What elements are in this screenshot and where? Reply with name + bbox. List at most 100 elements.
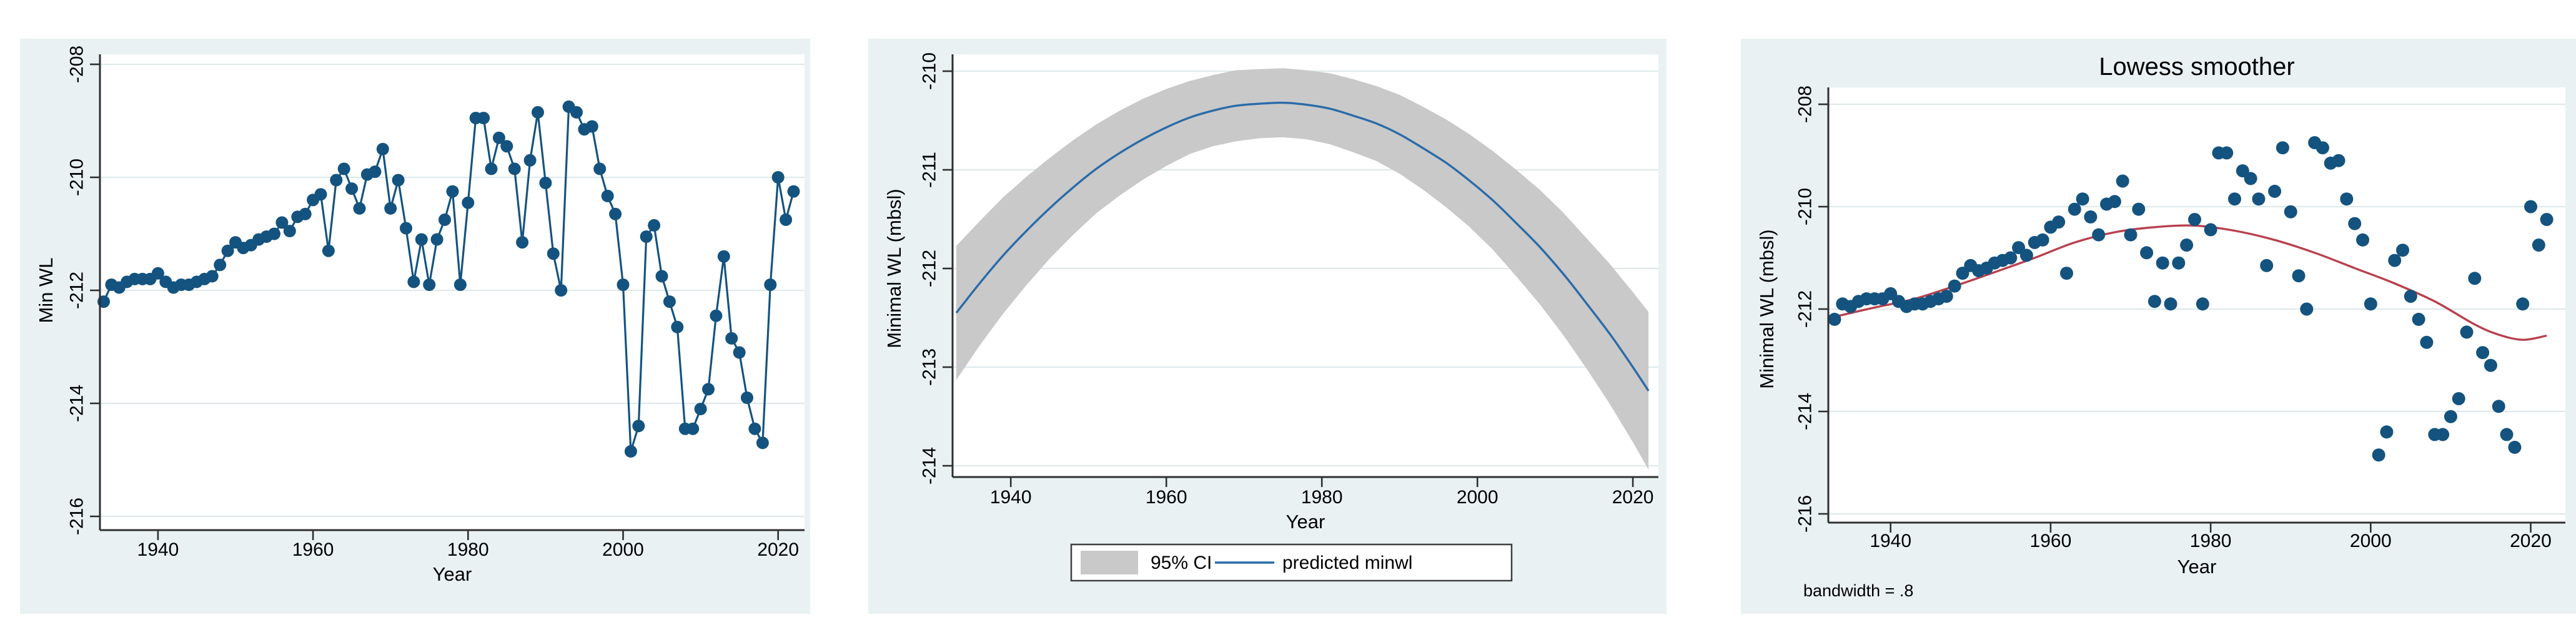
data-point xyxy=(2108,195,2121,209)
data-point xyxy=(2292,269,2306,283)
data-point xyxy=(330,174,343,187)
data-point xyxy=(2068,202,2081,216)
x-tick-label: 2020 xyxy=(757,539,799,560)
y-tick-label: -212 xyxy=(1795,290,1816,328)
data-point xyxy=(2412,312,2425,326)
data-point xyxy=(462,196,475,209)
legend: 95% CI predicted minwl xyxy=(1070,543,1513,582)
data-point xyxy=(771,171,785,184)
data-point xyxy=(2036,233,2049,247)
data-point xyxy=(453,278,467,291)
y-tick-label: -208 xyxy=(1795,86,1816,123)
data-point xyxy=(655,270,668,283)
data-point xyxy=(151,267,164,280)
predicted-minwl-fit-chart: -210 -211 -212 -213 -214 1940 1960 1980 2000 2020… xyxy=(883,52,1658,582)
legend-label-predicted: predicted minwl xyxy=(1282,553,1412,573)
ci-band xyxy=(956,68,1649,470)
x-tick-label: 1960 xyxy=(1146,487,1187,508)
data-point xyxy=(601,189,614,202)
y-tick-label: -212 xyxy=(919,250,940,287)
data-point xyxy=(593,162,607,175)
data-point xyxy=(632,420,645,433)
data-point xyxy=(2420,335,2434,349)
data-point xyxy=(369,165,382,178)
data-point xyxy=(2356,233,2369,247)
data-point xyxy=(2372,448,2385,462)
data-point xyxy=(1939,290,1953,303)
x-tick-label: 1940 xyxy=(990,487,1032,508)
data-point xyxy=(2260,258,2274,272)
data-point xyxy=(702,383,715,396)
data-point xyxy=(2132,202,2146,216)
x-tick-label: 1980 xyxy=(447,539,489,560)
y-axis-title: Minimal WL (mbsl) xyxy=(1756,229,1778,388)
data-point xyxy=(2147,295,2161,308)
data-point xyxy=(283,225,296,237)
legend-swatch-ci xyxy=(1081,551,1138,574)
gridlines xyxy=(100,63,805,518)
data-point xyxy=(2004,251,2018,265)
data-point xyxy=(423,278,436,291)
data-point xyxy=(733,346,746,359)
data-point xyxy=(400,222,412,235)
data-point xyxy=(500,140,513,153)
y-tick-label: -214 xyxy=(919,447,940,485)
data-point xyxy=(780,213,793,226)
data-point xyxy=(2276,141,2289,155)
data-point xyxy=(446,185,459,198)
data-point xyxy=(2484,358,2497,372)
chart-panel-min-wl-series: -208 -210 -212 -214 -216 1940 1960 1980 2000 2020… xyxy=(20,39,810,614)
data-point xyxy=(741,391,753,404)
y-tick-label: -210 xyxy=(919,52,940,90)
data-point xyxy=(663,295,676,308)
data-point xyxy=(2444,410,2457,423)
data-point xyxy=(686,422,700,435)
data-point xyxy=(756,436,769,450)
data-point xyxy=(2188,213,2201,226)
data-point xyxy=(2532,239,2545,252)
data-point xyxy=(710,309,723,322)
data-point xyxy=(764,278,777,291)
data-point xyxy=(2460,325,2474,339)
y-axis-title: Minimal WL (mbsl) xyxy=(883,189,905,348)
data-point xyxy=(2468,272,2482,285)
data-point xyxy=(2196,297,2209,311)
data-points xyxy=(1828,136,2554,462)
gridlines xyxy=(1828,103,2565,515)
data-point xyxy=(2316,141,2329,155)
data-point xyxy=(640,230,653,243)
data-point xyxy=(2340,192,2354,206)
y-axis-title: Min WL xyxy=(35,257,57,323)
note-bandwidth: bandwidth = .8 xyxy=(1803,581,1913,600)
data-point xyxy=(648,219,661,232)
lowess-smoother-chart: -208 -210 -212 -214 -216 1940 1960 1980 2000 2020… xyxy=(1756,53,2565,600)
chart-panel-quadratic-fit-ci: -210 -211 -212 -213 -214 1940 1960 1980 2000 2020… xyxy=(868,39,1667,614)
data-point xyxy=(748,422,761,435)
data-point xyxy=(2364,297,2377,311)
data-point xyxy=(516,236,529,249)
data-point xyxy=(221,244,234,257)
data-point xyxy=(523,154,537,167)
data-point xyxy=(2124,228,2138,242)
data-point xyxy=(268,227,280,240)
data-point xyxy=(570,106,583,119)
data-point xyxy=(2300,302,2314,316)
data-point xyxy=(322,244,335,257)
chart-title: Lowess smoother xyxy=(2099,53,2294,81)
data-point xyxy=(2220,146,2234,160)
data-point xyxy=(2052,215,2066,229)
axes: -208 -210 -212 -214 -216 1940 1960 1980 2000 2020 xyxy=(1795,86,2565,551)
data-point xyxy=(532,106,544,119)
data-point xyxy=(384,202,397,215)
data-point xyxy=(2084,210,2098,224)
x-axis-title: Year xyxy=(1286,511,1325,533)
data-point xyxy=(2164,297,2177,311)
data-point xyxy=(415,233,428,246)
x-tick-label: 2000 xyxy=(1457,487,1499,508)
axes: -210 -211 -212 -213 -214 1940 1960 1980 2000 2020 xyxy=(919,52,1658,508)
data-point xyxy=(2452,392,2465,405)
data-point xyxy=(547,247,560,260)
data-point xyxy=(477,112,490,124)
x-tick-label: 1940 xyxy=(137,539,179,560)
data-point xyxy=(392,174,405,187)
